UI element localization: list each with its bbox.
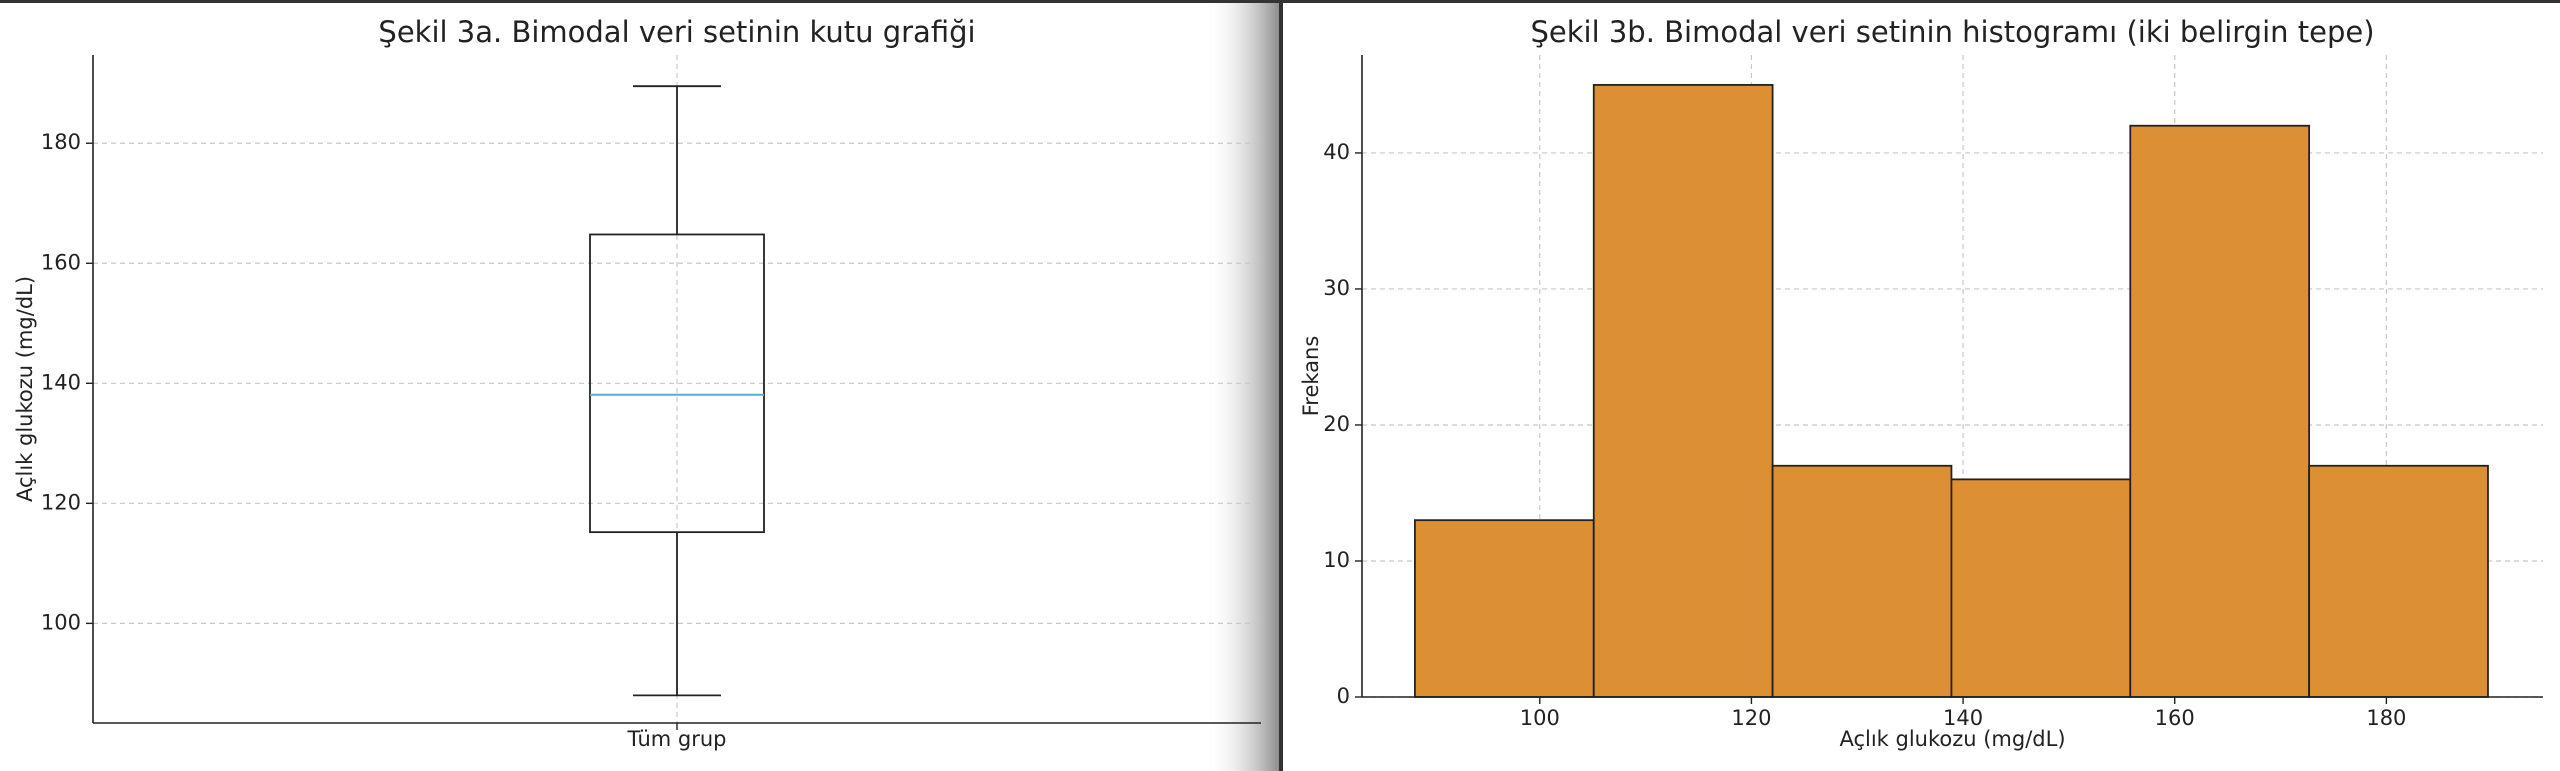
chart-title: Şekil 3b. Bimodal veri setinin histogram…: [1530, 15, 2374, 49]
histogram-bar: [1950, 478, 2132, 698]
histogram-bar: [1414, 519, 1595, 698]
panel-shadow: [1205, 0, 1280, 771]
x-tick-label: 160: [2155, 706, 2195, 730]
x-tick-label: Tüm grup: [627, 727, 727, 751]
histogram-bar: [1771, 464, 1953, 698]
y-tick-label: 160: [41, 250, 81, 274]
y-axis-label: Açlık glukozu (mg/dL): [13, 276, 37, 502]
y-tick-label: 140: [41, 370, 81, 394]
x-tick-label: 180: [2366, 706, 2406, 730]
x-tick-label: 120: [1731, 706, 1771, 730]
y-tick-label: 40: [1323, 140, 1350, 164]
y-tick-label: 0: [1337, 684, 1350, 708]
top-border: [0, 0, 2560, 3]
histogram-bar: [2129, 124, 2311, 698]
x-tick-label: 100: [1520, 706, 1560, 730]
x-axis-label: Açlık glukozu (mg/dL): [1839, 727, 2065, 751]
y-tick-label: 20: [1323, 412, 1350, 436]
y-tick-label: 120: [41, 490, 81, 514]
box: [589, 233, 765, 534]
chart-title: Şekil 3a. Bimodal veri setinin kutu graf…: [378, 15, 975, 49]
histogram-bar: [2308, 464, 2489, 698]
y-tick-label: 180: [41, 130, 81, 154]
y-axis-label: Frekans: [1299, 336, 1323, 417]
y-tick-label: 30: [1323, 276, 1350, 300]
y-tick-label: 100: [41, 610, 81, 634]
x-tick-label: 140: [1943, 706, 1983, 730]
histogram-bar: [1592, 84, 1774, 698]
y-tick-label: 10: [1323, 548, 1350, 572]
panel-divider: [1279, 0, 1283, 771]
